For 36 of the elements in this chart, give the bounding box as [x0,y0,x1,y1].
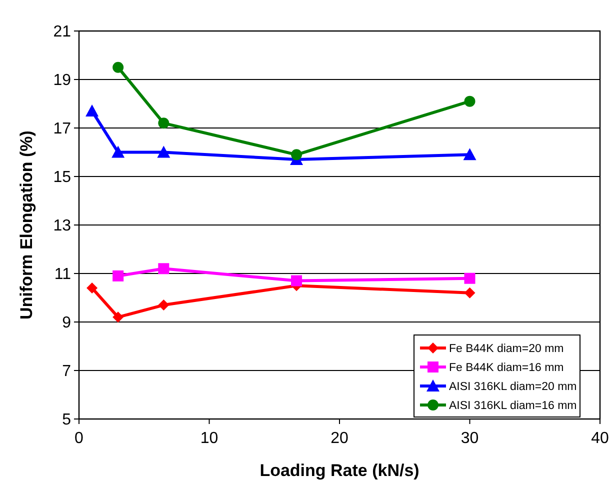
y-tick-label: 13 [53,218,72,235]
x-tick-label: 20 [330,430,348,447]
point [112,62,124,73]
legend-label: Fe B44K diam=16 mm [449,362,564,374]
point [112,270,124,282]
x-tick-label: 40 [591,430,609,447]
legend-label: AISI 316KL diam=20 mm [449,381,577,394]
point [158,263,170,274]
legend-label: Fe B44K diam=20 mm [449,343,564,356]
x-axis-title: Loading Rate (kN/s) [260,461,420,480]
y-axis-title: Uniform Elongation (%) [17,130,36,320]
legend-label: AISI 316KL diam=16 mm [449,400,577,412]
point [158,118,170,129]
point [464,272,476,284]
y-tick-label: 19 [53,72,72,90]
y-tick-label: 9 [62,314,72,332]
x-tick-label: 10 [200,430,218,447]
point [86,282,98,294]
point [291,275,302,286]
point [86,104,99,117]
x-tick-label: 30 [460,430,479,447]
point [463,148,476,160]
point [112,146,125,158]
y-tick-label: 15 [53,169,72,186]
y-tick-label: 17 [53,120,72,138]
y-tick-label: 21 [53,24,72,41]
y-tick-label: 7 [62,363,72,380]
y-tick-label: 11 [54,266,72,284]
point [464,96,476,107]
point [464,287,476,298]
x-tick-label: 0 [74,430,84,447]
point [157,146,170,158]
point [112,312,124,323]
y-tick-label: 5 [62,412,72,429]
point [158,300,170,311]
point [291,149,302,160]
